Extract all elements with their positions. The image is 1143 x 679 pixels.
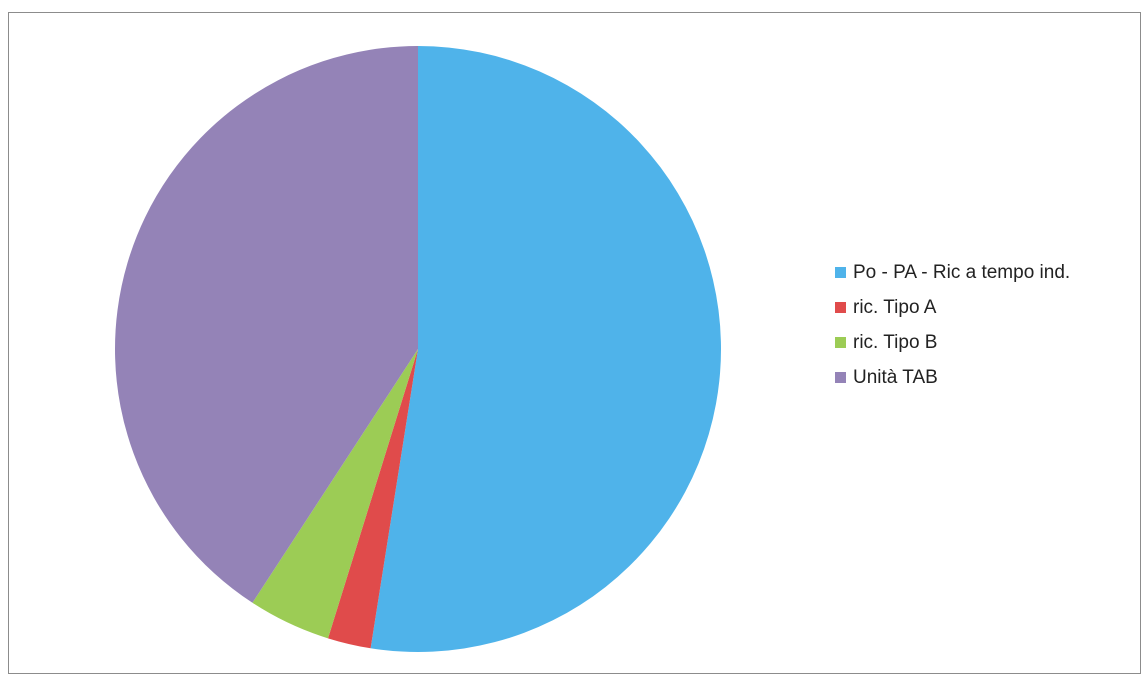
legend-swatch-3 bbox=[835, 337, 846, 348]
legend-label-4: Unità TAB bbox=[853, 366, 938, 388]
pie-chart bbox=[114, 46, 721, 652]
chart-frame: Po - PA - Ric a tempo ind. ric. Tipo A ric… bbox=[8, 12, 1141, 674]
legend-swatch-4 bbox=[835, 372, 846, 383]
chart-legend: Po - PA - Ric a tempo ind. ric. Tipo A ric… bbox=[835, 261, 1070, 401]
legend-item-3: ric. Tipo B bbox=[835, 331, 1070, 354]
legend-item-1: Po - PA - Ric a tempo ind. bbox=[835, 261, 1070, 284]
legend-label-2: ric. Tipo A bbox=[853, 296, 937, 318]
pie-slice-4 bbox=[114, 46, 419, 603]
legend-label-1: Po - PA - Ric a tempo ind. bbox=[853, 261, 1071, 283]
pie-slice-2 bbox=[328, 349, 418, 649]
legend-item-2: ric. Tipo A bbox=[835, 296, 1070, 319]
legend-swatch-2 bbox=[835, 302, 846, 313]
pie-slice-1 bbox=[370, 46, 721, 652]
legend-item-4: Unità TAB bbox=[835, 366, 1070, 389]
legend-swatch-1 bbox=[835, 267, 846, 278]
legend-label-3: ric. Tipo B bbox=[853, 331, 938, 353]
pie-slice-3 bbox=[252, 349, 418, 639]
